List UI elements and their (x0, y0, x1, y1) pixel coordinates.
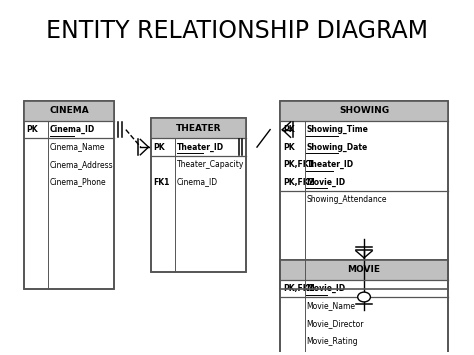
Text: Showing_Time: Showing_Time (306, 125, 368, 134)
Bar (280, 100, 448, 289)
Text: Cinema_Name: Cinema_Name (50, 143, 106, 152)
Text: CINEMA: CINEMA (49, 106, 89, 115)
Text: SHOWING: SHOWING (339, 106, 389, 115)
Bar (280, 100, 448, 121)
Text: Movie_Director: Movie_Director (306, 319, 364, 328)
Text: MOVIE: MOVIE (347, 265, 381, 274)
Text: Movie_Rating: Movie_Rating (306, 337, 358, 345)
Text: Showing_Date: Showing_Date (306, 142, 368, 152)
Text: Movie_ID: Movie_ID (306, 178, 346, 187)
Text: Theater_ID: Theater_ID (177, 142, 224, 152)
Bar (24, 100, 115, 289)
Text: PK,FK1: PK,FK1 (283, 284, 314, 293)
Text: PK: PK (154, 143, 165, 152)
Bar (24, 100, 115, 289)
Text: Theater_Capacity: Theater_Capacity (177, 160, 245, 169)
Text: PK: PK (283, 125, 294, 134)
Text: Cinema_Address: Cinema_Address (50, 160, 114, 169)
Bar (151, 118, 246, 272)
Text: ENTITY RELATIONSHIP DIAGRAM: ENTITY RELATIONSHIP DIAGRAM (46, 18, 428, 43)
Text: Cinema_Phone: Cinema_Phone (50, 178, 107, 186)
Bar (280, 260, 448, 280)
Bar (280, 100, 448, 289)
Text: PK: PK (27, 125, 38, 134)
Bar (280, 260, 448, 355)
Bar (151, 118, 246, 138)
Bar (280, 260, 448, 355)
Bar (151, 118, 246, 272)
Text: THEATER: THEATER (176, 124, 221, 133)
Text: FK1: FK1 (154, 178, 170, 186)
Text: PK,FK1: PK,FK1 (283, 160, 314, 169)
Text: PK: PK (283, 143, 294, 152)
Text: Cinema_ID: Cinema_ID (50, 125, 95, 134)
Text: Movie_Name: Movie_Name (306, 302, 356, 311)
Bar (24, 100, 115, 121)
Text: Showing_Attendance: Showing_Attendance (306, 195, 387, 204)
Text: Theater_ID: Theater_ID (306, 160, 354, 169)
Text: Cinema_ID: Cinema_ID (177, 178, 218, 186)
Text: PK,FK2: PK,FK2 (283, 178, 314, 186)
Circle shape (358, 292, 370, 302)
Text: Movie_ID: Movie_ID (306, 284, 346, 293)
